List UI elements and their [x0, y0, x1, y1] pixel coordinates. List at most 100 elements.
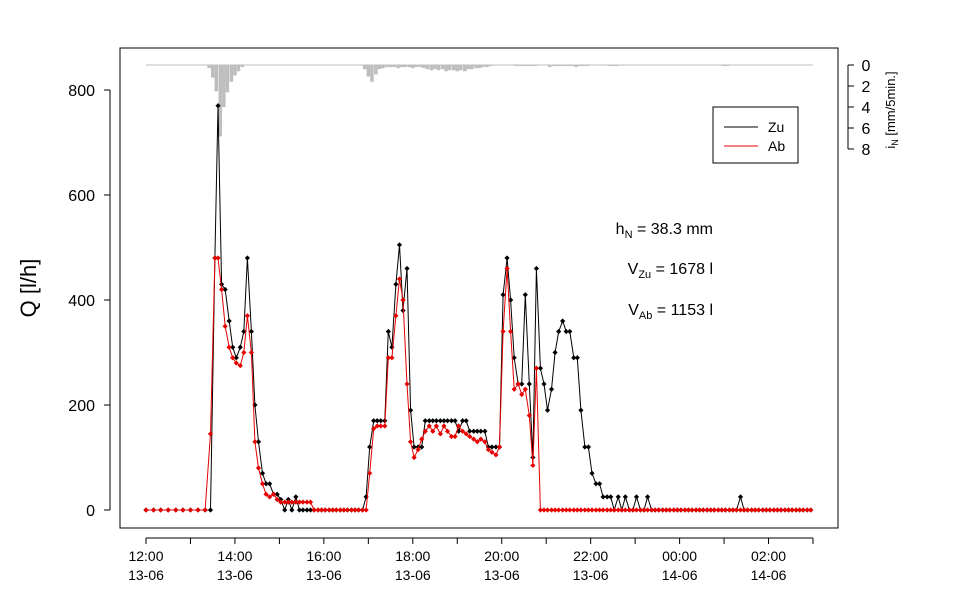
series-point-zu-72	[441, 418, 447, 424]
rain-bar-8	[236, 65, 241, 72]
series-point-ab-10	[212, 255, 218, 261]
series-point-ab-44	[337, 507, 343, 513]
series-point-ab-99	[541, 507, 547, 513]
series-point-ab-69	[430, 428, 436, 434]
series-point-zu-95	[526, 381, 532, 387]
series-point-zu-59	[393, 281, 399, 287]
series-point-ab-2	[158, 507, 164, 513]
series-point-ab-92	[515, 381, 521, 387]
series-point-ab-161	[771, 507, 777, 513]
rain-bar-13	[374, 65, 378, 75]
series-point-zu-80	[471, 428, 477, 434]
annotation-vzu: VZu = 1678 l	[628, 261, 713, 281]
series-point-ab-156	[752, 507, 758, 513]
rain-bar-56	[566, 65, 571, 67]
series-point-zu-93	[519, 381, 525, 387]
rain-bar-6	[229, 65, 234, 82]
series-point-zu-36	[307, 507, 314, 513]
series-point-ab-87	[496, 444, 503, 450]
annotations: hN = 38.3 mm VZu = 1678 l VAb = 1153 l	[616, 221, 713, 322]
legend: Zu Ab	[712, 106, 799, 164]
series-point-ab-128	[648, 507, 655, 513]
series-point-zu-79	[467, 428, 473, 434]
rain-bar-45	[514, 65, 519, 67]
y-tick-label-4: 800	[68, 83, 95, 100]
series-point-zu-127	[644, 494, 651, 500]
series-point-zu-121	[622, 494, 628, 500]
series-point-ab-43	[333, 507, 339, 513]
series-point-ab-31	[289, 499, 295, 505]
series-point-ab-49	[355, 507, 362, 513]
series-point-ab-71	[437, 431, 443, 437]
series-point-ab-34	[300, 499, 306, 505]
series-point-ab-155	[749, 507, 755, 513]
series-point-zu-119	[615, 494, 621, 500]
series-point-ab-162	[774, 507, 781, 513]
series-point-ab-72	[441, 423, 447, 429]
rain-bar-33	[447, 65, 452, 71]
rain-bar-1	[210, 65, 215, 78]
series-point-ab-102	[552, 507, 558, 513]
series-point-ab-42	[330, 507, 336, 513]
series-point-ab-96	[530, 462, 536, 468]
series-point-zu-99	[541, 381, 547, 387]
series-point-zu-106	[567, 328, 573, 335]
series-point-ab-35	[304, 499, 310, 505]
y-tick-label-3: 600	[68, 188, 95, 205]
series-point-ab-53	[371, 426, 377, 432]
rain-bar-32	[444, 65, 448, 72]
rain-bar-2	[214, 65, 219, 92]
series-point-ab-24	[263, 491, 269, 497]
rain-bar-51	[547, 65, 552, 68]
series-point-ab-146	[715, 507, 721, 513]
series-point-ab-90	[508, 328, 514, 335]
series-point-zu-20	[248, 328, 254, 335]
series-point-ab-91	[511, 386, 517, 392]
y2-tick-label-0: 0	[862, 58, 871, 75]
series-point-zu-57	[385, 328, 391, 335]
series-point-zu-25	[267, 481, 273, 487]
rain-bar-15	[381, 65, 385, 69]
series-point-ab-116	[604, 507, 610, 513]
series-point-ab-88	[500, 328, 506, 335]
series-point-ab-135	[674, 507, 680, 513]
series-point-ab-101	[548, 507, 555, 513]
x-tick-time-5: 22:00	[573, 548, 608, 564]
legend-label-ab: Ab	[768, 138, 785, 154]
series-point-ab-48	[352, 507, 358, 513]
rain-bar-27	[425, 65, 430, 70]
series-point-zu-109	[578, 407, 584, 413]
series-point-ab-12	[218, 286, 225, 293]
series-point-ab-114	[596, 507, 603, 513]
series-point-ab-141	[697, 507, 703, 513]
series-point-zu-78	[463, 418, 469, 424]
series-point-ab-78	[463, 431, 469, 437]
series-point-zu-34	[300, 507, 306, 513]
series-point-ab-152	[737, 507, 744, 513]
rain-bar-28	[429, 65, 434, 71]
series-point-zu-116	[604, 494, 610, 500]
series-point-zu-52	[367, 444, 373, 450]
series-point-ab-158	[760, 507, 766, 513]
series-point-zu-115	[600, 494, 606, 500]
y2-tick-label-3: 6	[862, 121, 871, 138]
series-point-zu-74	[448, 418, 455, 424]
series-point-ab-105	[563, 507, 569, 513]
series-point-ab-169	[800, 507, 806, 513]
rain-bar-44	[488, 65, 493, 67]
series-point-ab-123	[630, 507, 636, 513]
x-tick-date-3: 13-06	[395, 567, 431, 583]
series-point-zu-94	[522, 292, 528, 298]
series-point-ab-138	[685, 507, 692, 513]
rain-bar-19	[396, 65, 400, 69]
series-point-ab-119	[615, 507, 621, 513]
series-point-ab-0	[143, 507, 149, 513]
rain-bars	[146, 64, 813, 137]
y-axis-label: Q [l/h]	[16, 259, 41, 318]
series-point-ab-66	[419, 436, 425, 442]
rain-bar-64	[614, 65, 619, 67]
series-point-ab-157	[756, 507, 762, 513]
series-point-zu-24	[263, 481, 269, 487]
series-point-ab-50	[359, 507, 366, 513]
rain-bar-43	[485, 65, 489, 68]
